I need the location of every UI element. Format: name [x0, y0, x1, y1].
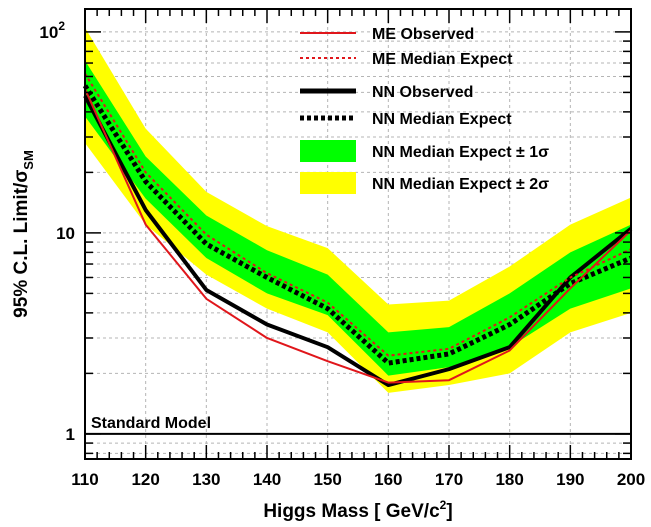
standard-model-reference: Standard Model	[85, 415, 631, 434]
legend-label: ME Median Expect	[372, 51, 513, 68]
x-axis-title-end: ]	[446, 501, 452, 522]
y-tick-label-base: 10	[39, 23, 58, 42]
x-axis-title-main: Higgs Mass [ GeV/c	[263, 501, 440, 522]
y-tick-label: 102	[39, 19, 65, 42]
y-axis-title: 95% C.L. Limit/σSM	[11, 150, 36, 318]
x-axis-title: Higgs Mass [ GeV/c2]	[263, 498, 452, 522]
standard-model-label: Standard Model	[91, 415, 211, 432]
legend-label: NN Observed	[372, 84, 473, 101]
x-tick-label: 200	[617, 470, 645, 489]
x-tick-label: 180	[495, 470, 523, 489]
x-tick-label: 150	[313, 470, 341, 489]
legend-swatch-box	[300, 140, 356, 162]
x-tick-label: 110	[71, 470, 98, 489]
x-tick-label: 130	[192, 470, 220, 489]
y-tick-label-sup: 2	[58, 19, 65, 33]
legend-label: NN Median Expect	[372, 111, 512, 128]
x-tick-label: 160	[374, 470, 402, 489]
legend-label: NN Median Expect ± 1σ	[372, 144, 549, 161]
y-axis-title-main: 95% C.L. Limit/σ	[11, 170, 32, 318]
y-tick-label: 10	[56, 224, 75, 243]
x-tick-label: 140	[253, 470, 281, 489]
legend-label: NN Median Expect ± 2σ	[372, 176, 549, 193]
legend-label: ME Observed	[372, 26, 474, 43]
x-tick-label: 120	[131, 470, 159, 489]
x-tick-label: 170	[435, 470, 463, 489]
legend-swatch-box	[300, 172, 356, 194]
y-tick-label: 1	[66, 425, 75, 444]
y-axis-title-sub: SM	[21, 150, 36, 170]
x-tick-label: 190	[556, 470, 584, 489]
